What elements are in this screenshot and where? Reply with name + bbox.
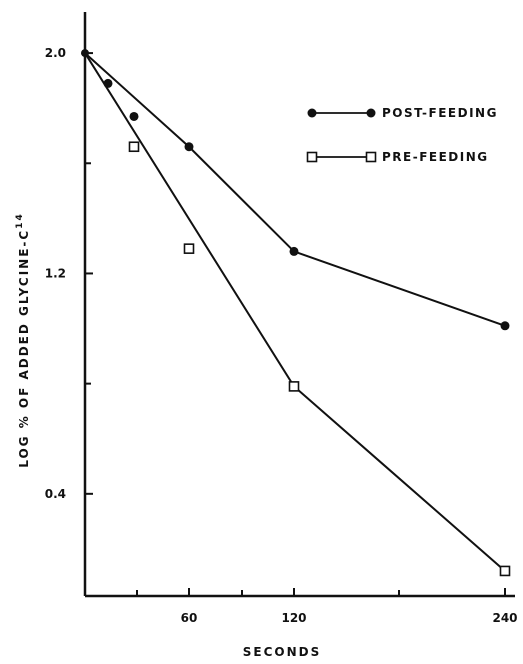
- data-point-pre-feeding: [183, 243, 195, 254]
- x-tick-label: 60: [181, 611, 198, 625]
- y-tick-label: 1.2: [45, 266, 66, 280]
- legend-post-feeding-marker-right: [366, 108, 376, 118]
- y-tick-label: 0.4: [45, 487, 66, 501]
- data-point-pre-feeding: [128, 141, 140, 153]
- data-point-pre-feeding: [499, 565, 511, 577]
- legend-pre-feeding-marker-left: [306, 151, 318, 163]
- x-tick-label: 240: [492, 611, 517, 625]
- series-points: [81, 49, 511, 577]
- y-tick-label: 2.0: [45, 46, 66, 60]
- data-point-post-feeding: [184, 142, 194, 152]
- legend-post-feeding-marker-left: [307, 108, 317, 118]
- legend-pre-feeding-marker-right: [365, 151, 377, 163]
- data-point-post-feeding: [289, 246, 299, 256]
- y-axis-label-superscript: 14: [15, 212, 25, 229]
- y-axis-label-group: LOG % OF ADDED GLYCINE-C14: [15, 212, 31, 468]
- ticks: 2.0 1.2 0.4 60 120 240: [45, 46, 518, 625]
- series-line-post-feeding: [84, 52, 506, 327]
- series-lines: [84, 52, 506, 572]
- legend-post-feeding-label: POST-FEEDING: [382, 106, 498, 120]
- x-axis-label: SECONDS: [243, 645, 322, 659]
- y-axis-label-text: LOG % OF ADDED GLYCINE-C: [17, 229, 31, 468]
- legend: POST-FEEDING PRE-FEEDING: [306, 106, 498, 164]
- data-point-origin: [81, 49, 89, 58]
- data-point-post-feeding: [500, 321, 510, 331]
- series-line-pre-feeding: [84, 52, 506, 572]
- x-tick-label: 120: [281, 611, 306, 625]
- data-point-post-feeding: [103, 78, 113, 88]
- y-axis-label: LOG % OF ADDED GLYCINE-C14: [15, 212, 31, 468]
- data-point-post-feeding: [129, 111, 139, 121]
- legend-pre-feeding-label: PRE-FEEDING: [382, 150, 489, 164]
- data-point-pre-feeding: [288, 381, 300, 392]
